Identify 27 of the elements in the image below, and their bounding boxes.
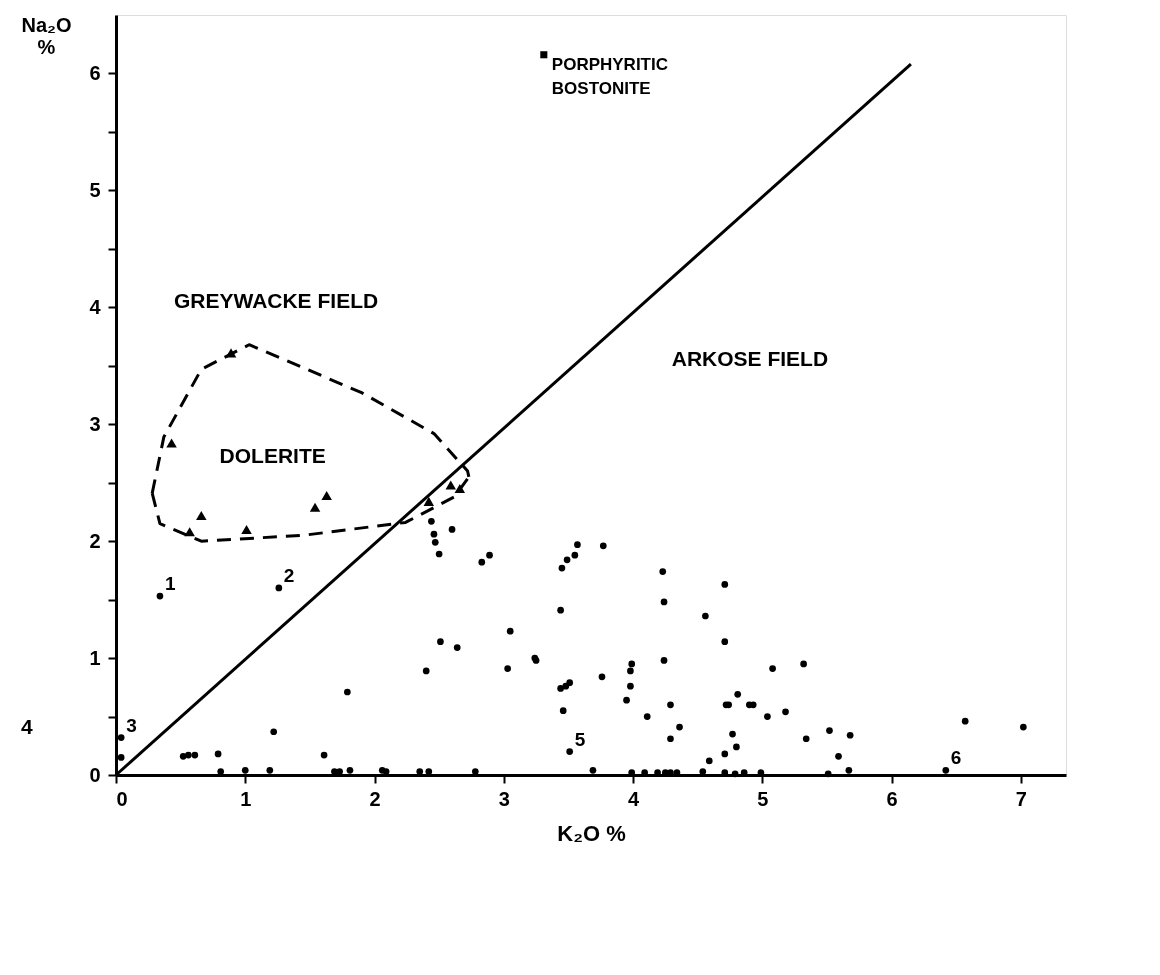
x-tick-label: 6 <box>886 787 898 810</box>
y-axis-title: Na₂O % <box>21 13 72 58</box>
x-axis-title: K₂O % <box>557 820 626 846</box>
annotation: ARKOSE FIELD <box>671 347 829 371</box>
x-tick-label: 7 <box>1015 787 1027 810</box>
annotation: 5 <box>574 728 586 750</box>
x-tick-label: 2 <box>369 787 381 810</box>
y-tick-label: 4 <box>89 295 102 318</box>
y-tick-label: 5 <box>89 178 101 201</box>
series-label: PORPHYRITIC BOSTONITE <box>551 54 669 98</box>
annotation: 3 <box>126 714 137 736</box>
annotation: 2 <box>283 564 295 586</box>
y-tick-label: 0 <box>89 763 101 786</box>
text: 4 <box>21 714 33 738</box>
y-tick-label: 6 <box>89 61 101 84</box>
y-tick-label: 2 <box>89 529 101 552</box>
x-tick-label: 0 <box>116 787 128 810</box>
x-tick-label: 1 <box>240 787 252 810</box>
x-tick-label: 4 <box>627 787 640 810</box>
annotation: DOLERITE <box>219 444 326 468</box>
x-tick-label: 3 <box>498 787 510 810</box>
y-tick-label: 3 <box>89 412 101 435</box>
annotation: GREYWACKE FIELD <box>173 288 379 312</box>
y-tick-label: 1 <box>89 646 101 669</box>
x-tick-label: 5 <box>757 787 769 810</box>
annotation: 6 <box>950 747 962 769</box>
annotation: 1 <box>164 573 176 595</box>
